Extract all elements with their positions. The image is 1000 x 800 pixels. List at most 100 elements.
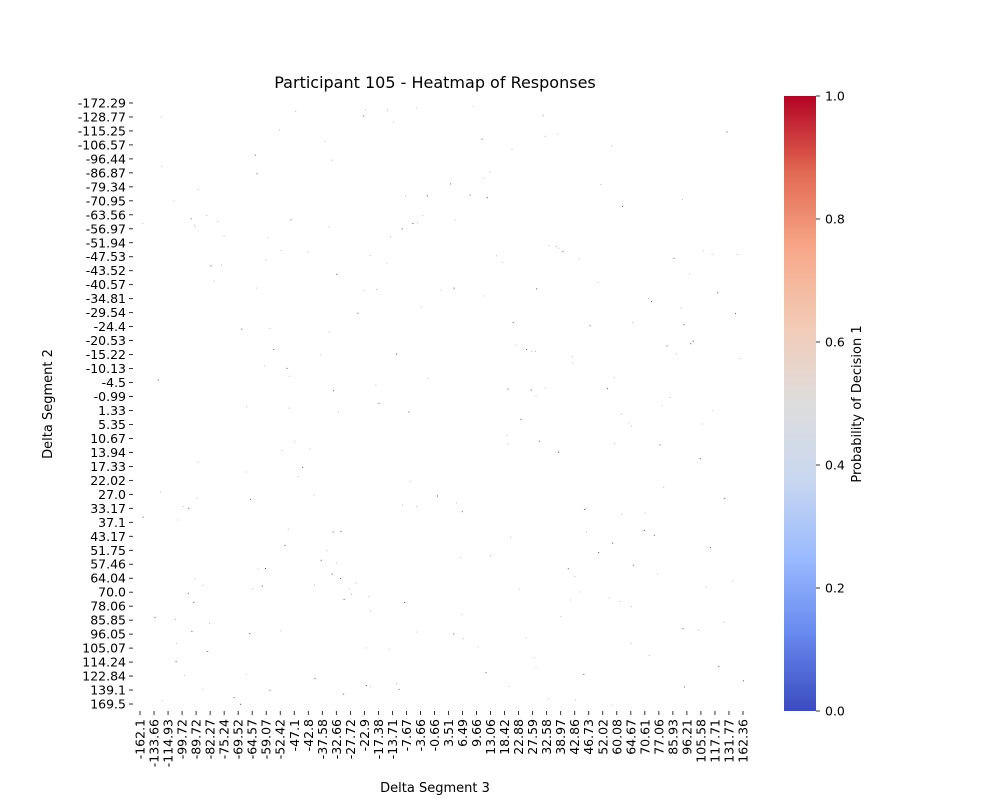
colorbar-gradient xyxy=(784,96,816,711)
response-speck xyxy=(543,114,545,116)
response-speck xyxy=(440,289,442,291)
response-speck xyxy=(251,588,253,590)
response-speck xyxy=(450,183,452,185)
y-tick-label: -56.97 xyxy=(86,221,126,236)
y-tick-label: 17.33 xyxy=(90,459,126,474)
x-tick-label: 27.59 xyxy=(525,719,540,755)
response-speck xyxy=(558,451,559,453)
response-speck xyxy=(404,195,406,197)
response-speck xyxy=(401,504,403,506)
x-tick-label: -162.1 xyxy=(133,719,148,759)
y-tick-label: -172.29 xyxy=(78,95,126,110)
y-tick-label: -10.13 xyxy=(86,361,126,376)
response-speck xyxy=(416,107,418,109)
response-speck xyxy=(314,584,315,586)
response-speck xyxy=(182,506,184,508)
response-speck xyxy=(531,350,533,352)
response-speck xyxy=(157,379,159,381)
plot-background xyxy=(133,96,750,711)
response-speck xyxy=(460,556,462,558)
response-speck xyxy=(287,528,289,530)
response-speck xyxy=(661,404,663,406)
response-speck xyxy=(332,531,334,533)
response-speck xyxy=(519,588,521,590)
response-speck xyxy=(348,588,350,590)
response-speck xyxy=(246,406,247,408)
response-speck xyxy=(486,197,488,199)
response-speck xyxy=(567,568,569,570)
response-speck xyxy=(265,568,266,569)
response-speck xyxy=(365,685,367,686)
response-speck xyxy=(534,350,536,352)
y-tick-label: 78.06 xyxy=(90,599,126,614)
response-speck xyxy=(173,200,175,202)
x-tick-label: -32.66 xyxy=(329,719,344,759)
response-speck xyxy=(184,675,186,676)
y-tick-label: 51.75 xyxy=(90,543,126,558)
x-tick-label: 70.61 xyxy=(637,719,652,755)
response-speck xyxy=(515,344,517,346)
response-speck xyxy=(223,235,225,237)
response-speck xyxy=(692,340,694,342)
response-speck xyxy=(612,542,614,544)
response-speck xyxy=(368,596,370,597)
response-speck xyxy=(193,224,195,226)
x-tick-label: -114.93 xyxy=(161,719,176,767)
x-tick-label: -13.71 xyxy=(385,719,400,759)
response-speck xyxy=(210,265,212,267)
response-speck xyxy=(193,601,195,603)
response-speck xyxy=(506,434,508,436)
colorbar-tick-label: 0.4 xyxy=(825,458,845,473)
response-speck xyxy=(187,592,189,594)
x-tick-label: -82.27 xyxy=(203,719,218,759)
x-tick-label: 64.67 xyxy=(623,719,638,755)
response-speck xyxy=(420,306,422,308)
response-speck xyxy=(583,509,585,510)
response-speck xyxy=(355,582,357,584)
response-speck xyxy=(507,388,509,390)
x-tick-label: 46.73 xyxy=(581,719,596,755)
response-speck xyxy=(456,502,457,504)
response-speck xyxy=(742,680,744,682)
x-tick-label: 32.58 xyxy=(539,719,554,755)
response-speck xyxy=(263,365,265,367)
response-speck xyxy=(737,254,739,255)
response-speck xyxy=(711,253,713,255)
response-speck xyxy=(454,219,456,221)
response-speck xyxy=(206,214,208,216)
response-speck xyxy=(682,628,684,630)
response-speck xyxy=(461,613,463,615)
response-speck xyxy=(338,411,340,413)
response-speck xyxy=(583,673,585,675)
response-speck xyxy=(365,647,367,649)
y-tick-label: 5.35 xyxy=(98,417,126,432)
response-speck xyxy=(314,677,316,679)
response-speck xyxy=(597,282,599,284)
response-speck xyxy=(328,226,330,228)
response-speck xyxy=(709,547,711,549)
response-speck xyxy=(142,223,144,225)
response-speck xyxy=(579,591,581,593)
x-tick-label: 52.02 xyxy=(595,719,610,755)
response-speck xyxy=(249,633,251,635)
response-speck xyxy=(202,585,204,587)
y-tick-label: 33.17 xyxy=(90,501,126,516)
response-speck xyxy=(269,328,271,329)
response-speck xyxy=(390,236,391,238)
response-speck xyxy=(510,536,511,538)
response-speck xyxy=(718,665,720,667)
response-speck xyxy=(190,218,192,220)
response-speck xyxy=(732,580,734,582)
response-speck xyxy=(481,138,483,140)
x-tick-label: -3.66 xyxy=(413,719,428,751)
response-speck xyxy=(705,586,707,588)
response-speck xyxy=(724,497,726,499)
response-speck xyxy=(392,121,394,123)
response-speck xyxy=(427,377,429,379)
x-tick-label: -0.66 xyxy=(427,719,442,751)
response-speck xyxy=(328,331,330,333)
response-speck xyxy=(396,682,397,684)
response-speck xyxy=(288,407,290,409)
y-tick-label: -20.53 xyxy=(86,333,126,348)
y-tick-label: 37.1 xyxy=(98,515,126,530)
